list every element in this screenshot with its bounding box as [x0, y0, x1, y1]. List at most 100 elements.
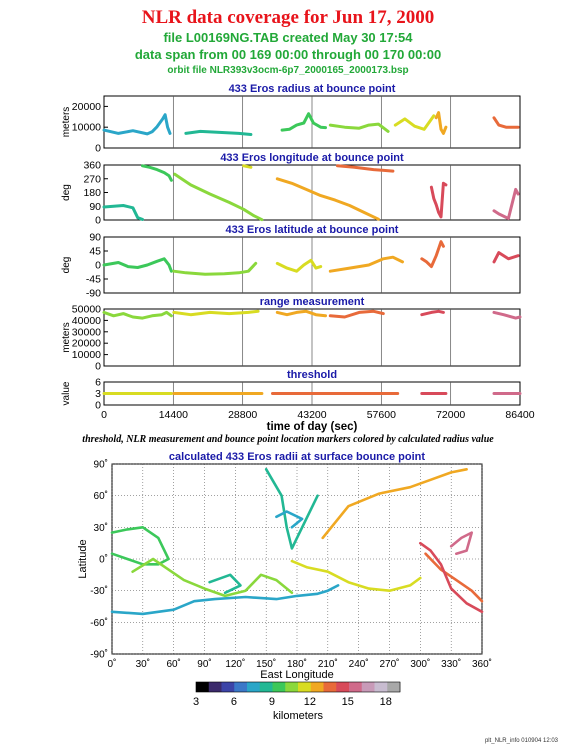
panel-3-series-3: [328, 309, 385, 319]
colorbar-tick-1: 6: [231, 696, 237, 708]
panel-0-ytick-label-1: 10000: [72, 122, 101, 134]
panel-title-3: range measurement: [260, 296, 365, 308]
colorbar-swatch-13: [361, 682, 375, 692]
panel-3-ytick-label-2: 20000: [72, 338, 101, 350]
panel-0-series-0: [102, 113, 172, 136]
panel-3-series-1: [172, 309, 260, 317]
panel-3-series-2: [275, 309, 327, 318]
panel-2-series-2: [275, 258, 323, 273]
map-xtick-label-12: 360˚: [472, 658, 492, 670]
panel-0-series-5: [434, 111, 448, 135]
colorbar-swatch-5: [259, 682, 273, 692]
file-info-line: file L00169NG.TAB created May 30 17:54: [163, 30, 413, 45]
panel-0-series-1: [184, 129, 253, 136]
panel-3-series-5: [492, 310, 522, 320]
panel-1-series-4: [275, 177, 380, 221]
panel-2-ytick-label-1: -45: [86, 274, 101, 286]
panel-3-ytick-label-3: 30000: [72, 326, 101, 338]
map-title: calculated 433 Eros radii at surface bou…: [169, 451, 425, 463]
panel-2-ytick-label-2: 0: [95, 260, 101, 272]
panel-2-ytick-label-3: 45: [89, 246, 101, 258]
panel-4-ytick-label-0: 0: [95, 400, 101, 412]
panel-3-series-0: [102, 310, 173, 320]
map-track-2: [110, 525, 170, 566]
panel-2-series-1: [172, 261, 258, 276]
map-ytick-label-0: -90˚: [90, 649, 108, 661]
panel-0-ytick-label-2: 20000: [72, 101, 101, 113]
panel-0-series-4: [393, 114, 436, 131]
map-track-7: [418, 541, 484, 614]
colorbar-tick-2: 9: [269, 696, 275, 708]
panel-2-series-5: [492, 251, 520, 264]
panel-ylabel-0: meters: [61, 107, 72, 138]
colorbar-label: kilometers: [273, 710, 324, 722]
map-xtick-label-3: 90˚: [197, 658, 211, 670]
map-xtick-label-6: 180˚: [287, 658, 307, 670]
map-track-10: [208, 573, 242, 595]
data-span-line: data span from 00 169 00:00 through 00 1…: [134, 47, 442, 62]
panel-ylabel-3: meters: [61, 322, 72, 353]
map-track-0: [110, 584, 340, 616]
panel-4-xtick-label-4: 57600: [367, 409, 396, 421]
panel-1-series-3: [242, 164, 253, 169]
map-xtick-label-11: 330˚: [441, 658, 461, 670]
colorbar-swatch-14: [374, 682, 388, 692]
colorbar-tick-4: 15: [342, 696, 354, 708]
colorbar-swatch-4: [247, 682, 261, 692]
panel-4-xtick-label-3: 43200: [297, 409, 326, 421]
page-title: NLR data coverage for Jun 17, 2000: [141, 7, 435, 28]
map-xtick-label-9: 270˚: [379, 658, 399, 670]
panel-1-series-7: [492, 187, 520, 220]
panel-4-xtick-label-2: 28800: [228, 409, 257, 421]
panel-title-4: threshold: [287, 369, 337, 381]
map-xtick-label-1: 30˚: [136, 658, 150, 670]
panel-xlabel-4: time of day (sec): [267, 421, 358, 433]
map-ytick-label-4: 30˚: [94, 522, 108, 534]
colorbar-swatch-7: [285, 682, 299, 692]
map-xtick-label-5: 150˚: [256, 658, 276, 670]
map-ytick-label-3: 0˚: [99, 554, 108, 566]
map-xtick-label-4: 120˚: [225, 658, 245, 670]
map-track-8: [449, 531, 474, 556]
panel-4-ytick-label-2: 6: [95, 377, 101, 389]
colorbar-swatch-6: [272, 682, 286, 692]
map-xtick-label-7: 210˚: [318, 658, 338, 670]
map-ytick-label-6: 90˚: [94, 459, 108, 471]
map-track-6: [424, 552, 484, 603]
panel-2-series-4: [420, 240, 445, 269]
map-ytick-label-2: -30˚: [90, 585, 108, 597]
colorbar-swatch-10: [323, 682, 337, 692]
colorbar-swatch-0: [196, 682, 210, 692]
map-ylabel: Latitude: [77, 539, 89, 578]
colorbar-tick-3: 12: [304, 696, 316, 708]
panel-1-series-5: [336, 164, 395, 173]
map-ytick-label-1: -60˚: [90, 617, 108, 629]
panel-2-series-0: [102, 257, 173, 273]
panel-0-series-2: [280, 112, 327, 132]
panel-1-ytick-label-0: 0: [95, 215, 101, 227]
map-xtick-label-10: 300˚: [410, 658, 430, 670]
colorbar-swatch-1: [208, 682, 222, 692]
panel-1-ytick-label-3: 270: [83, 173, 101, 185]
panel-3-ytick-label-0: 0: [95, 361, 101, 373]
panel-title-1: 433 Eros longitude at bounce point: [220, 152, 404, 164]
panel-0-series-3: [328, 122, 390, 133]
footer-stamp: plt_NLR_info 010904 12:03: [484, 738, 558, 744]
panel-2-series-3: [328, 255, 404, 273]
panel-1-series-1: [141, 164, 173, 182]
panel-0-series-6: [492, 116, 520, 129]
orbit-file-line: orbit file NLR393v3ocm-6p7_2000165_20001…: [167, 65, 409, 76]
panel-title-2: 433 Eros latitude at bounce point: [226, 224, 399, 236]
map-track-9: [275, 510, 304, 529]
colorbar-swatch-8: [298, 682, 312, 692]
panel-4-ytick-label-1: 3: [95, 388, 101, 400]
colorbar-swatch-9: [310, 682, 324, 692]
panel-4-xtick-label-5: 72000: [436, 409, 465, 421]
panel-title-0: 433 Eros radius at bounce point: [229, 83, 396, 95]
panel-1-ytick-label-1: 90: [89, 201, 101, 213]
panel-3-series-4: [420, 309, 445, 317]
panel-1-series-0: [102, 204, 144, 221]
panel-1-series-2: [173, 172, 264, 222]
figure-caption: threshold, NLR measurement and bounce po…: [82, 434, 494, 445]
